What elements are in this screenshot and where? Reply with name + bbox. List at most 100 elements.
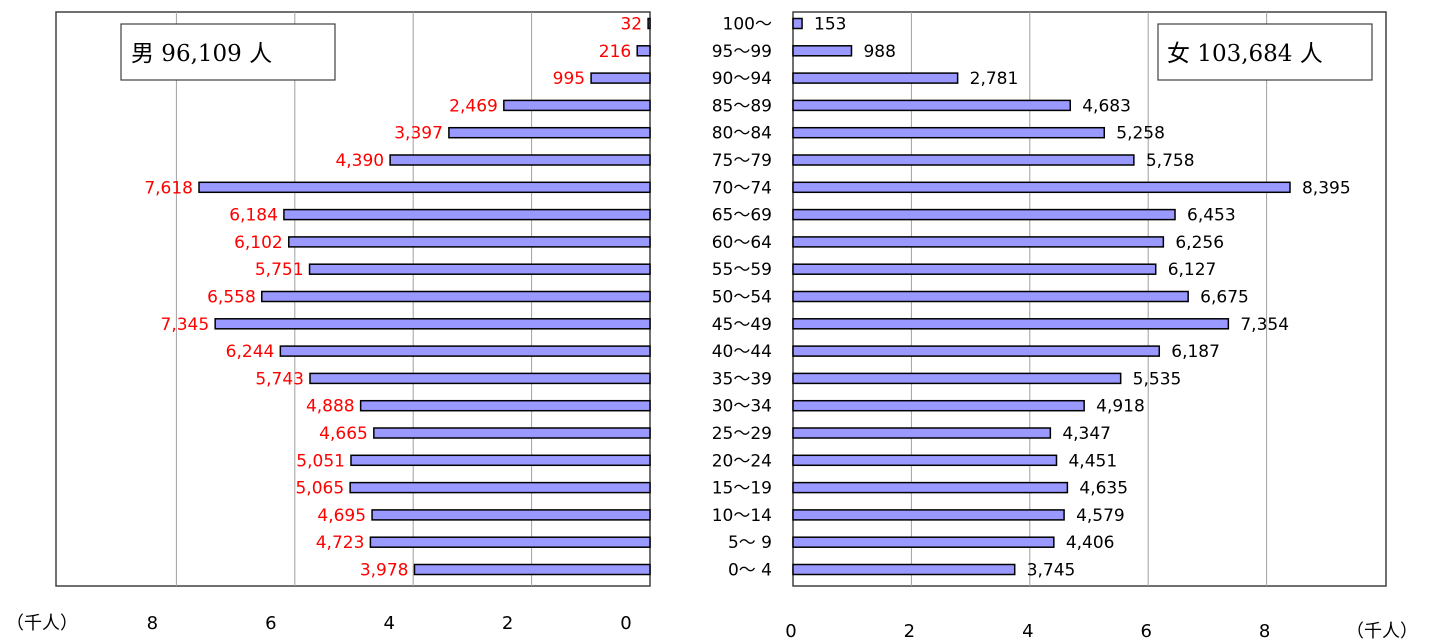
female-legend-text: 女 103,684 人 [1167,41,1323,67]
female-value-label: 5,258 [1116,124,1165,144]
female-value-label: 5,758 [1146,151,1195,171]
female-axis-tick: 4 [1022,621,1033,642]
female-bar [792,290,1189,303]
unit-label-left: （千人） [6,613,78,634]
female-bar [792,399,1085,412]
age-group-label: 35～39 [712,369,772,389]
male-value-label: 4,665 [319,424,368,444]
female-bar [792,481,1069,494]
age-group-label: 70～74 [712,178,772,198]
female-bar [792,126,1106,139]
female-value-label: 3,745 [1027,561,1076,581]
male-axis-tick: 2 [502,613,513,634]
female-value-label: 4,347 [1062,424,1111,444]
female-bar [792,345,1161,357]
male-value-label: 3,978 [360,561,409,581]
unit-label-right: （千人） [1346,621,1418,642]
female-bar [792,372,1122,385]
age-group-label: 80～84 [712,124,772,144]
male-value-label: 216 [599,42,631,62]
female-bars [792,17,1291,576]
female-axis-tick: 2 [904,621,915,642]
male-bar [503,99,651,112]
female-axis-tick: 0 [785,621,796,642]
female-value-label: 4,406 [1066,533,1115,553]
age-group-label: 25～29 [712,424,772,444]
male-axis-tick: 8 [147,613,158,634]
male-bars [198,17,651,576]
male-axis-tick: 0 [620,613,631,634]
female-value-label: 4,635 [1079,479,1128,499]
male-bar [448,126,651,139]
age-group-label: 45～49 [712,315,772,335]
male-axis-ticks: 8 6 4 2 0 [147,613,632,634]
female-bar [792,536,1055,548]
male-bar [359,399,651,412]
male-bar [288,236,651,248]
female-axis-ticks: 0 2 4 6 8 [785,621,1270,642]
female-bar [792,181,1291,194]
age-group-label: 15～19 [712,479,772,499]
male-bar [590,72,651,84]
female-bar [792,208,1176,221]
male-bar [647,17,651,30]
age-group-label: 65～69 [712,206,772,226]
male-bar [413,563,651,576]
female-bar [792,72,959,84]
age-group-label: 30～34 [712,397,772,417]
male-bar [636,45,651,57]
female-value-label: 7,354 [1240,315,1289,335]
male-bar [371,509,651,521]
female-bar [792,509,1065,521]
female-value-label: 6,127 [1168,260,1217,280]
male-bar [350,454,651,467]
age-group-label: 75～79 [712,151,772,171]
male-value-label: 5,751 [255,260,304,280]
age-group-label: 60～64 [712,233,772,253]
female-bar [792,454,1058,467]
male-axis-tick: 4 [383,613,394,634]
female-value-label: 6,453 [1187,206,1236,226]
male-value-label: 5,065 [295,479,344,499]
male-value-label: 4,888 [306,397,355,417]
male-value-label: 4,723 [316,533,365,553]
female-bar [792,236,1165,248]
female-legend-box [1157,23,1373,81]
age-group-label: 90～94 [712,69,772,89]
female-axis-tick: 8 [1259,621,1270,642]
female-bar [792,99,1071,112]
female-value-label: 153 [814,15,846,35]
male-bar [349,481,651,494]
male-value-label: 6,102 [234,233,283,253]
male-bar [308,263,651,275]
male-value-label: 6,244 [226,342,275,362]
age-group-label: 85～89 [712,96,772,116]
male-bar [261,290,651,303]
female-value-labels: 153 988 2,781 4,683 5,258 5,758 8,395 6,453 6,25… [814,15,1351,581]
female-bar [792,17,803,30]
male-value-labels: 32 216 995 2,469 3,397 4,390 7,618 6,184 6,102 5,… [144,15,642,581]
male-value-label: 32 [620,15,642,35]
female-bar [792,427,1052,439]
female-value-label: 4,918 [1096,397,1145,417]
age-group-labels: 100～ 95～99 90～94 85～89 80～84 75～79 70～74 65～69 6… [712,15,772,581]
female-bar [792,263,1157,275]
male-legend: 男 96,109 人 [120,23,336,81]
male-bar [369,536,651,548]
male-bar [214,318,651,330]
male-value-label: 5,743 [255,369,304,389]
age-group-label: 100～ [723,15,772,35]
female-value-label: 4,579 [1076,506,1125,526]
female-value-label: 2,781 [970,69,1019,89]
male-value-label: 4,695 [317,506,366,526]
male-value-label: 7,618 [144,178,193,198]
female-bar [792,45,853,57]
age-group-label: 5～ 9 [728,533,772,553]
male-legend-text: 男 96,109 人 [131,41,272,67]
female-value-label: 6,675 [1200,288,1249,308]
female-value-label: 6,256 [1175,233,1224,253]
male-value-label: 6,184 [229,206,278,226]
male-bar [389,154,651,166]
age-group-label: 10～14 [712,506,772,526]
